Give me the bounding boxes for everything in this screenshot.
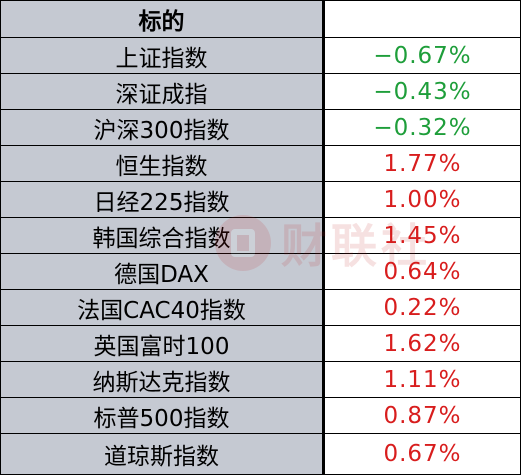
index-change: 0.22%	[324, 290, 521, 326]
index-change: 0.67%	[324, 434, 521, 475]
table-row: 法国CAC40指数 0.22%	[0, 290, 521, 326]
index-change: −0.32%	[324, 110, 521, 146]
index-name: 纳斯达克指数	[0, 362, 324, 398]
index-change: 1.45%	[324, 218, 521, 254]
index-name: 法国CAC40指数	[0, 290, 324, 326]
table-row: 韩国综合指数 1.45%	[0, 218, 521, 254]
header-monday-change: 周一涨跌	[324, 0, 521, 38]
table-row: 英国富时100 1.62%	[0, 326, 521, 362]
index-change: 0.64%	[324, 254, 521, 290]
index-change: 1.00%	[324, 182, 521, 218]
index-name: 上证指数	[0, 38, 324, 74]
table-row: 沪深300指数 −0.32%	[0, 110, 521, 146]
table-row: 道琼斯指数 0.67%	[0, 434, 521, 475]
index-change: 0.87%	[324, 398, 521, 434]
index-change: 1.11%	[324, 362, 521, 398]
index-name: 沪深300指数	[0, 110, 324, 146]
index-change: 1.62%	[324, 326, 521, 362]
table-header-row: 标的 周一涨跌	[0, 0, 521, 38]
table-row: 上证指数 −0.67%	[0, 38, 521, 74]
index-change: 1.77%	[324, 146, 521, 182]
index-name: 日经225指数	[0, 182, 324, 218]
table-row: 恒生指数 1.77%	[0, 146, 521, 182]
index-name: 道琼斯指数	[0, 434, 324, 475]
index-change: −0.67%	[324, 38, 521, 74]
table-row: 德国DAX 0.64%	[0, 254, 521, 290]
table-row: 深证成指 −0.43%	[0, 74, 521, 110]
index-name: 韩国综合指数	[0, 218, 324, 254]
index-name: 英国富时100	[0, 326, 324, 362]
table-row: 日经225指数 1.00%	[0, 182, 521, 218]
index-name: 恒生指数	[0, 146, 324, 182]
index-name: 德国DAX	[0, 254, 324, 290]
header-index-name: 标的	[0, 0, 324, 38]
index-name: 标普500指数	[0, 398, 324, 434]
index-name: 深证成指	[0, 74, 324, 110]
table-row: 标普500指数 0.87%	[0, 398, 521, 434]
index-change: −0.43%	[324, 74, 521, 110]
table-row: 纳斯达克指数 1.11%	[0, 362, 521, 398]
